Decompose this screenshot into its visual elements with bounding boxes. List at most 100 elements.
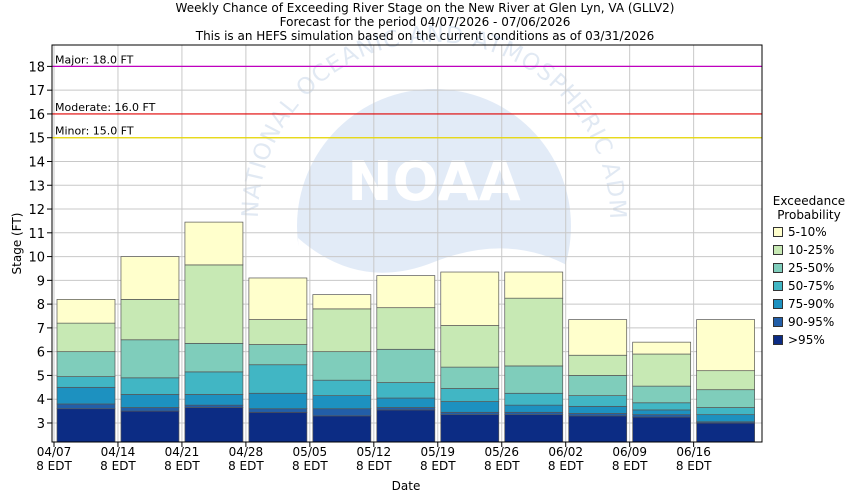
y-tick-label: 17	[28, 84, 45, 99]
y-tick-label: 5	[37, 369, 45, 384]
x-tick-label-time: 8 EDT	[36, 459, 72, 473]
x-tick-label-date: 05/26	[484, 445, 519, 459]
legend-item: >95%	[773, 334, 825, 346]
bar-segment-week-4-5-10	[248, 277, 308, 320]
y-tick-label: 3	[37, 417, 45, 432]
bar-segment-week-8-10-25	[504, 297, 564, 367]
bar-segment-week-7-25-50	[440, 366, 500, 389]
x-tick-label-time: 8 EDT	[612, 459, 648, 473]
x-tick-label-time: 8 EDT	[100, 459, 136, 473]
bar-segment-week-6-95	[376, 409, 436, 443]
y-tick-label: 15	[28, 132, 45, 147]
bar-segment-week-10-75-90	[632, 409, 692, 416]
bar-segment-week-1-95	[56, 408, 116, 443]
bar-segment-week-7-10-25	[440, 325, 500, 368]
legend-label: >95%	[788, 333, 825, 347]
bar-segment-week-9-50-75	[568, 395, 628, 407]
legend-swatch	[773, 263, 783, 273]
legend-label: 25-50%	[788, 261, 835, 275]
bar-segment-week-8-75-90	[504, 404, 564, 413]
y-tick-label: 14	[28, 155, 45, 170]
bar-segment-week-8-5-10	[504, 271, 564, 299]
x-axis-label: Date	[392, 479, 421, 493]
bar-segment-week-10-25-50	[632, 385, 692, 404]
y-tick-label: 7	[37, 322, 45, 337]
bar-segment-week-11-10-25	[696, 370, 755, 391]
legend-label: 75-90%	[788, 297, 835, 311]
legend-swatch	[773, 317, 783, 327]
x-tick-label-time: 8 EDT	[676, 459, 712, 473]
bar-segment-week-8-90-95	[504, 411, 564, 416]
bar-segment-week-1-25-50	[56, 351, 116, 377]
x-tick-label-date: 06/02	[548, 445, 583, 459]
bar-segment-week-1-10-25	[56, 322, 116, 353]
bar-segment-week-5-50-75	[312, 379, 372, 396]
bar-segment-week-4-10-25	[248, 319, 308, 345]
legend-title-line-2: Probability	[777, 208, 841, 222]
bar-segment-week-5-95	[312, 415, 372, 443]
bar-segment-week-5-5-10	[312, 294, 372, 310]
bar-segment-week-10-90-95	[632, 414, 692, 418]
x-tick-label-date: 04/28	[229, 445, 264, 459]
bar-segment-week-1-50-75	[56, 376, 116, 388]
bar-segment-week-3-75-90	[184, 394, 244, 406]
bar-segment-week-2-25-50	[120, 339, 180, 379]
x-tick-label-date: 05/05	[293, 445, 328, 459]
bar-segment-week-5-75-90	[312, 395, 372, 410]
bar-segment-week-7-5-10	[440, 271, 500, 326]
legend-item: 25-50%	[773, 262, 834, 274]
y-tick-label: 18	[28, 60, 45, 75]
threshold-label: Major: 18.0 FT	[55, 53, 134, 66]
bar-segment-week-7-75-90	[440, 401, 500, 413]
legend-swatch	[773, 281, 783, 291]
bar-segment-week-8-95	[504, 414, 564, 443]
legend-label: 10-25%	[788, 243, 835, 257]
x-tick-label-date: 04/14	[101, 445, 136, 459]
chart-title-line-3: This is an HEFS simulation based on the …	[195, 29, 655, 43]
x-tick-label-time: 8 EDT	[548, 459, 584, 473]
bar-segment-week-1-5-10	[56, 299, 116, 324]
bar-segment-week-5-90-95	[312, 408, 372, 417]
y-tick-label: 11	[28, 227, 45, 242]
bar-segment-week-4-75-90	[248, 392, 308, 410]
bar-segment-week-3-50-75	[184, 371, 244, 395]
legend-swatch	[773, 299, 783, 309]
bar-segment-week-5-25-50	[312, 351, 372, 381]
legend-label: 5-10%	[788, 225, 827, 239]
x-tick-label-date: 05/19	[420, 445, 455, 459]
legend-swatch	[773, 227, 783, 237]
bar-segment-week-4-95	[248, 411, 308, 443]
legend-item: 50-75%	[773, 280, 834, 292]
y-tick-label: 9	[37, 274, 45, 289]
threshold-label: Minor: 15.0 FT	[55, 125, 134, 138]
bar-segment-week-9-75-90	[568, 405, 628, 414]
x-tick-label-time: 8 EDT	[356, 459, 392, 473]
bar-segment-week-7-90-95	[440, 411, 500, 416]
x-tick-label-time: 8 EDT	[484, 459, 520, 473]
bar-segment-week-11-95	[696, 422, 755, 443]
x-tick-label-date: 06/09	[612, 445, 647, 459]
legend-swatch	[773, 335, 783, 345]
legend-label: 50-75%	[788, 279, 835, 293]
bar-segment-week-3-10-25	[184, 264, 244, 344]
bar-segment-week-2-10-25	[120, 299, 180, 341]
bar-segment-week-4-50-75	[248, 364, 308, 394]
bar-segment-week-1-90-95	[56, 403, 116, 410]
x-tick-label-time: 8 EDT	[420, 459, 456, 473]
bar-segment-week-10-95	[632, 416, 692, 443]
y-tick-label: 16	[28, 108, 45, 123]
bar-segment-week-6-5-10	[376, 275, 436, 309]
bar-segment-week-9-90-95	[568, 413, 628, 417]
bar-segment-week-9-10-25	[568, 354, 628, 376]
x-tick-label-date: 04/21	[165, 445, 200, 459]
bar-segment-week-10-50-75	[632, 402, 692, 411]
x-tick-label-date: 05/12	[357, 445, 392, 459]
y-tick-label: 13	[28, 179, 45, 194]
bar-segment-week-2-50-75	[120, 377, 180, 395]
bar-segment-week-4-90-95	[248, 408, 308, 413]
bar-segment-week-9-25-50	[568, 375, 628, 396]
bar-segment-week-11-25-50	[696, 389, 755, 408]
legend-item: 10-25%	[773, 244, 834, 256]
x-tick-label-time: 8 EDT	[292, 459, 328, 473]
